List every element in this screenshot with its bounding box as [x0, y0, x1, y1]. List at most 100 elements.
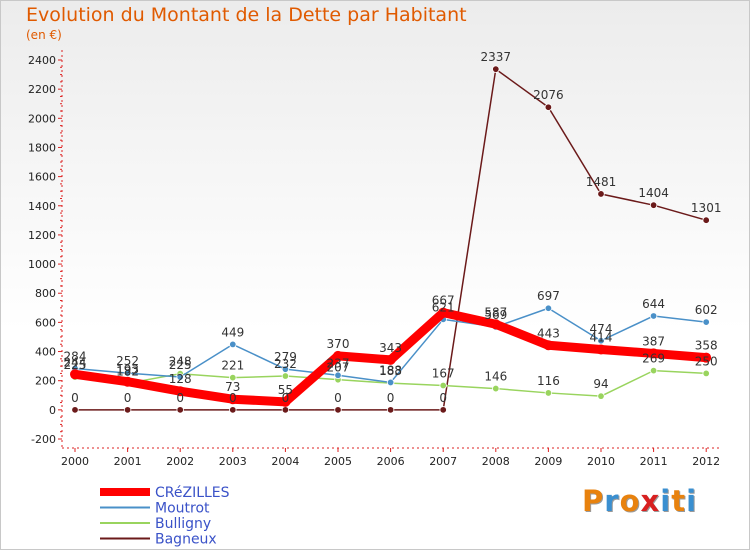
data-label: 0	[124, 391, 132, 405]
data-point	[597, 337, 605, 345]
data-label: 0	[439, 391, 447, 405]
data-point	[229, 340, 237, 349]
data-label: 1301	[691, 201, 722, 215]
data-point	[702, 318, 710, 326]
data-label: 1404	[638, 186, 669, 200]
x-tick-label: 2007	[429, 455, 457, 468]
data-label: 55	[278, 383, 293, 397]
x-tick-label: 2004	[271, 455, 299, 468]
data-point	[597, 392, 605, 400]
data-label: 697	[537, 289, 560, 303]
x-tick-label: 2008	[482, 455, 510, 468]
x-tick-label: 2011	[640, 455, 668, 468]
y-tick-label: 800	[35, 287, 56, 300]
data-label: 0	[387, 391, 395, 405]
y-tick-label: -200	[31, 433, 56, 446]
data-point	[71, 406, 79, 414]
x-tick-label: 2010	[587, 455, 615, 468]
data-point	[386, 378, 395, 387]
data-point	[333, 350, 343, 361]
data-point	[543, 340, 554, 351]
data-point	[649, 312, 658, 320]
data-label: 94	[593, 377, 608, 391]
data-point	[281, 372, 290, 380]
data-point	[175, 386, 186, 397]
y-tick-label: 600	[35, 316, 56, 329]
y-tick-label: 1200	[28, 229, 56, 242]
data-label: 116	[537, 374, 560, 388]
y-tick-label: 2200	[28, 83, 56, 96]
data-label: 221	[221, 359, 244, 373]
data-label: 250	[695, 354, 718, 368]
data-label: 0	[282, 391, 290, 405]
data-point	[122, 376, 133, 387]
data-label: 279	[274, 350, 297, 364]
data-label: 2337	[481, 50, 512, 64]
legend-label: Bulligny	[155, 516, 211, 532]
data-point	[176, 373, 184, 381]
x-tick-label: 2012	[692, 455, 720, 468]
data-label: 667	[432, 294, 455, 308]
data-label: 587	[484, 305, 507, 319]
x-tick-label: 2005	[324, 455, 352, 468]
data-label: 0	[71, 391, 79, 405]
x-tick-label: 2002	[166, 455, 194, 468]
data-point	[649, 366, 658, 375]
data-label: 2076	[533, 88, 564, 102]
data-point	[70, 369, 80, 380]
logo-letter: i	[660, 484, 672, 518]
data-point	[385, 354, 396, 365]
data-label: 207	[327, 361, 350, 375]
x-tick-label: 2009	[534, 455, 562, 468]
data-point	[438, 307, 449, 318]
proxiti-logo: Proxiti	[582, 484, 697, 518]
data-point	[334, 406, 342, 414]
data-label: 244	[64, 355, 87, 369]
data-label: 602	[695, 303, 718, 317]
data-label: 569	[484, 308, 507, 322]
data-label: 128	[169, 372, 192, 386]
data-label: 73	[225, 380, 240, 394]
data-label: 167	[432, 367, 455, 381]
data-label: 343	[379, 341, 402, 355]
data-label: 0	[334, 391, 342, 405]
data-point	[702, 216, 710, 224]
x-tick-label: 2003	[219, 455, 247, 468]
data-label: 237	[327, 356, 350, 370]
data-label: 146	[484, 370, 507, 384]
data-label: 188	[379, 363, 402, 377]
logo-letter: r	[604, 484, 620, 518]
legend-label: CRéZILLES	[155, 485, 230, 501]
legend-label: Bagneux	[155, 532, 217, 548]
y-tick-label: 1600	[28, 171, 56, 184]
y-tick-label: 1400	[28, 200, 56, 213]
data-point	[123, 406, 132, 414]
data-label: 1481	[586, 175, 617, 189]
data-point	[544, 304, 553, 312]
data-label: 225	[64, 358, 87, 372]
data-label: 370	[327, 337, 350, 351]
data-label: 443	[537, 326, 560, 340]
data-point	[701, 352, 712, 363]
data-label: 252	[116, 354, 139, 368]
data-point	[702, 369, 710, 378]
logo-letter: i	[686, 484, 698, 518]
data-point	[492, 65, 500, 73]
data-point	[439, 381, 447, 390]
data-label: 0	[176, 391, 184, 405]
data-point	[280, 396, 291, 407]
data-label: 232	[274, 357, 297, 371]
data-point	[334, 371, 342, 379]
data-point	[229, 406, 237, 414]
y-tick-label: 2400	[28, 54, 56, 67]
data-label: 621	[432, 300, 455, 314]
data-point	[227, 394, 238, 405]
x-tick-label: 2006	[377, 455, 405, 468]
legend-label: Moutrot	[155, 501, 210, 517]
data-label: 182	[116, 364, 139, 378]
data-label: 284	[64, 349, 87, 363]
data-point	[439, 406, 447, 414]
data-point	[596, 344, 606, 355]
